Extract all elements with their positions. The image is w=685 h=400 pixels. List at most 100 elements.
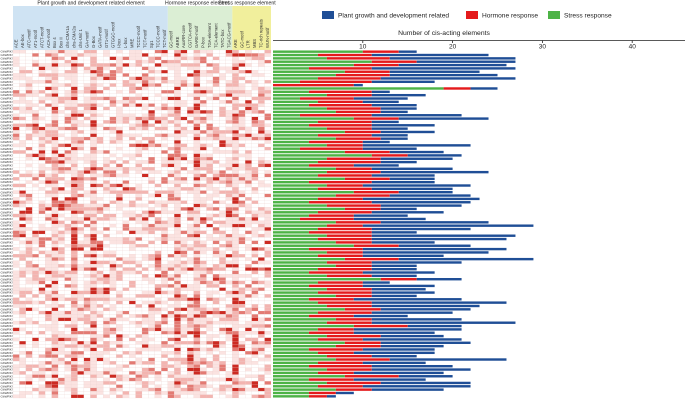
bar-growth <box>398 50 417 53</box>
heatmap-cell <box>129 70 136 74</box>
heatmap-row-label: GbWRKY56 <box>1 234 18 238</box>
heatmap-cell <box>103 203 110 208</box>
heatmap-cell <box>148 110 155 114</box>
heatmap-cell <box>122 254 130 258</box>
heatmap-cell <box>174 73 181 77</box>
heatmap-cell <box>96 100 104 104</box>
heatmap-cell <box>251 317 259 322</box>
heatmap-cell <box>264 240 272 245</box>
heatmap-cell <box>122 381 130 385</box>
heatmap-cell <box>193 76 201 81</box>
heatmap-cell <box>19 183 26 188</box>
heatmap-cell <box>161 341 168 345</box>
bar-growth <box>380 137 408 140</box>
heatmap-cell <box>141 103 149 107</box>
heatmap-cell <box>32 140 39 144</box>
heatmap-cell <box>58 344 65 348</box>
heatmap-cell <box>129 193 136 198</box>
heatmap-cell <box>193 210 201 215</box>
heatmap-cell <box>19 80 26 84</box>
heatmap-cell <box>70 210 78 215</box>
heatmap-cell <box>83 70 91 74</box>
heatmap-cell <box>219 146 226 151</box>
heatmap-cell <box>122 354 130 358</box>
heatmap-cell <box>225 381 233 385</box>
heatmap-cell <box>245 354 252 358</box>
bar-hormone <box>344 308 381 311</box>
heatmap-cell <box>148 96 155 101</box>
heatmap-cell <box>122 190 130 194</box>
heatmap-cell <box>129 274 136 278</box>
heatmap-cell <box>245 116 252 121</box>
heatmap-cell <box>225 270 233 275</box>
heatmap-cell <box>264 140 272 144</box>
heatmap-cell <box>38 177 46 181</box>
bar-stress <box>273 144 327 147</box>
heatmap-cell <box>225 130 233 134</box>
heatmap-cell <box>199 130 207 134</box>
heatmap-cell <box>122 374 130 378</box>
heatmap-cell <box>219 157 226 161</box>
heatmap-cell <box>96 290 104 295</box>
heatmap-cell <box>109 140 117 144</box>
heatmap-cell <box>199 240 207 245</box>
heatmap-cell <box>245 157 252 161</box>
heatmap-cell <box>116 96 123 101</box>
heatmap-cell <box>83 106 91 111</box>
heatmap-cell <box>83 260 91 265</box>
heatmap-cell <box>141 257 149 261</box>
bar-hormone <box>317 254 363 257</box>
heatmap-cell <box>32 213 39 218</box>
heatmap-cell <box>51 49 59 54</box>
heatmap-cell <box>154 361 162 365</box>
heatmap-cell <box>90 70 97 74</box>
heatmap-cell <box>90 217 97 221</box>
heatmap-cell <box>45 106 52 111</box>
heatmap-cell <box>264 146 272 151</box>
bar-stress <box>273 267 318 271</box>
heatmap-cell <box>116 93 123 97</box>
heatmap-cell <box>206 334 214 338</box>
heatmap-cell <box>206 274 214 278</box>
heatmap-cell <box>206 317 214 322</box>
heatmap-cell <box>161 126 168 131</box>
heatmap-cell <box>264 90 272 94</box>
heatmap-cell <box>116 113 123 117</box>
bar-stress <box>273 311 318 314</box>
heatmap-cell <box>12 391 20 395</box>
heatmap-cell <box>161 267 168 271</box>
heatmap-cell <box>206 103 214 107</box>
heatmap-cell <box>83 96 91 101</box>
heatmap-cell <box>77 63 85 67</box>
heatmap-cell <box>148 130 155 134</box>
heatmap-cell <box>64 294 72 298</box>
heatmap-cell <box>232 210 239 215</box>
heatmap-cell <box>38 66 46 71</box>
heatmap-cell <box>129 284 136 288</box>
heatmap-cell <box>122 244 130 248</box>
heatmap-cell <box>154 160 162 164</box>
heatmap-cell <box>238 177 246 181</box>
heatmap-cell <box>258 274 265 278</box>
heatmap-cell <box>219 297 226 302</box>
heatmap-cell <box>83 254 91 258</box>
heatmap-cell <box>161 123 168 128</box>
heatmap-cell <box>70 133 78 138</box>
heatmap-cell <box>232 337 239 342</box>
heatmap-cell <box>64 180 72 184</box>
heatmap-cell <box>25 250 33 255</box>
heatmap-cell <box>219 133 226 138</box>
bar-growth <box>371 201 471 204</box>
heatmap-cell <box>109 361 117 365</box>
heatmap-cell <box>12 227 20 231</box>
bar-stress <box>273 281 318 284</box>
heatmap-cell <box>264 304 272 308</box>
heatmap-cell <box>122 294 130 298</box>
heatmap-cell <box>109 270 117 275</box>
heatmap-cell <box>70 106 78 111</box>
heatmap-cell <box>51 96 59 101</box>
heatmap-cell <box>19 106 26 111</box>
heatmap-cell <box>70 197 78 201</box>
heatmap-cell <box>245 190 252 194</box>
heatmap-cell <box>264 377 272 382</box>
